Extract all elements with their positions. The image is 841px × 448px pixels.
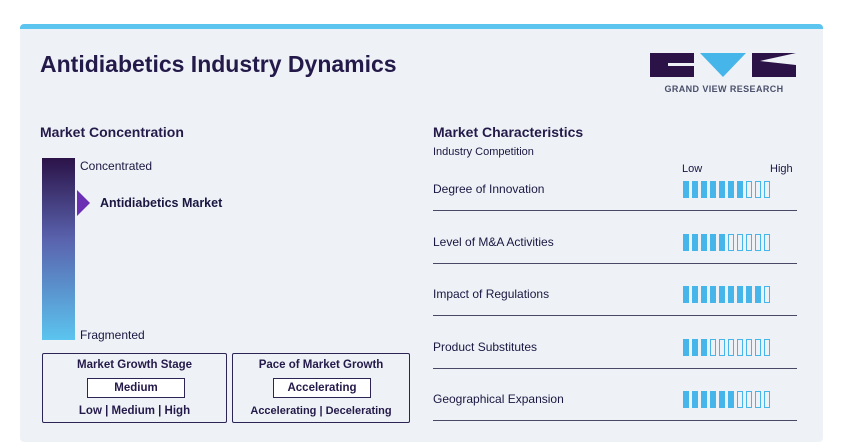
rating-segment-filled	[683, 181, 689, 198]
rating-segment-empty	[764, 338, 770, 356]
row-divider	[433, 315, 797, 316]
rating-segment-filled	[710, 286, 716, 303]
rating-segment-filled	[701, 233, 707, 251]
characteristic-label: Degree of Innovation	[433, 182, 545, 196]
rating-segment-empty	[755, 181, 761, 198]
grand-view-research-logo-icon	[650, 53, 796, 77]
characteristics-subtitle: Industry Competition	[433, 146, 534, 158]
rating-segment-empty	[764, 286, 770, 303]
growth-pace-options: Accelerating | Decelerating	[250, 405, 392, 417]
rating-segment-filled	[719, 233, 725, 251]
rating-segment-empty	[719, 338, 725, 356]
row-divider	[433, 210, 797, 211]
scale-low-label: Low	[682, 163, 703, 175]
growth-stage-box: Market Growth Stage Medium Low | Medium …	[42, 353, 227, 423]
rating-segment-empty	[737, 233, 743, 251]
scale-high-label: High	[770, 163, 793, 175]
rating-segment-filled	[710, 233, 716, 251]
dynamics-card: Antidiabetics Industry Dynamics GRAND VI…	[20, 24, 823, 442]
concentrated-label: Concentrated	[80, 159, 153, 173]
row-divider	[433, 367, 797, 369]
rating-segment-filled	[692, 286, 698, 303]
rating-segment-filled	[692, 233, 698, 251]
rating-segment-empty	[746, 338, 752, 356]
rating-segment-filled	[755, 286, 761, 303]
rating-segment-filled	[683, 286, 689, 303]
growth-stage-value: Medium	[87, 378, 185, 398]
rating-bars	[683, 391, 770, 408]
characteristic-label: Product Substitutes	[433, 339, 538, 354]
growth-stage-title: Market Growth Stage	[76, 359, 193, 371]
row-divider	[433, 420, 797, 421]
rating-segment-filled	[746, 286, 752, 303]
rating-bars	[683, 338, 770, 356]
rating-segment-filled	[737, 181, 743, 198]
rating-segment-filled	[701, 391, 707, 408]
characteristics-title: Market Characteristics	[433, 124, 584, 140]
rating-segment-filled	[683, 338, 689, 356]
concentration-gradient-bar	[42, 158, 75, 340]
rating-segment-filled	[701, 181, 707, 198]
growth-stage-options: Low | Medium | High	[78, 405, 191, 417]
rating-segment-filled	[719, 391, 725, 408]
rating-segment-empty	[737, 391, 743, 408]
rating-segment-filled	[710, 181, 716, 198]
rating-segment-empty	[737, 338, 743, 356]
rating-segment-empty	[710, 338, 716, 356]
market-marker-icon	[77, 190, 90, 216]
rating-segment-filled	[701, 338, 707, 356]
rating-segment-empty	[764, 233, 770, 251]
rating-segment-filled	[737, 286, 743, 303]
rating-segment-filled	[683, 391, 689, 408]
rating-segment-filled	[701, 286, 707, 303]
rating-segment-empty	[755, 391, 761, 408]
rating-segment-filled	[683, 233, 689, 251]
rating-segment-empty	[728, 233, 734, 251]
rating-segment-empty	[755, 338, 761, 356]
rating-segment-empty	[755, 233, 761, 251]
rating-segment-filled	[728, 181, 734, 198]
rating-bars	[683, 286, 770, 303]
rating-bars	[683, 233, 770, 251]
rating-segment-filled	[710, 391, 716, 408]
concentration-title: Market Concentration	[40, 124, 184, 140]
row-divider	[433, 262, 797, 264]
rating-bars	[683, 181, 770, 198]
rating-segment-empty	[746, 181, 752, 198]
rating-segment-filled	[692, 338, 698, 356]
rating-segment-filled	[728, 286, 734, 303]
rating-segment-filled	[719, 286, 725, 303]
characteristic-label: Geographical Expansion	[433, 392, 564, 406]
growth-pace-value: Accelerating	[273, 378, 371, 398]
fragmented-label: Fragmented	[80, 328, 145, 342]
characteristic-label: Level of M&A Activities	[433, 234, 554, 249]
rating-segment-filled	[692, 181, 698, 198]
rating-segment-empty	[728, 338, 734, 356]
rating-segment-filled	[692, 391, 698, 408]
page-title: Antidiabetics Industry Dynamics	[40, 51, 397, 77]
rating-segment-empty	[746, 233, 752, 251]
rating-segment-empty	[764, 181, 770, 198]
rating-segment-empty	[764, 391, 770, 408]
rating-segment-filled	[728, 391, 734, 408]
rating-segment-empty	[746, 391, 752, 408]
growth-pace-box: Pace of Market Growth Accelerating Accel…	[232, 353, 410, 423]
characteristic-label: Impact of Regulations	[433, 287, 550, 301]
market-marker-label: Antidiabetics Market	[100, 196, 223, 210]
rating-segment-filled	[719, 181, 725, 198]
growth-pace-title: Pace of Market Growth	[258, 359, 384, 371]
logo-text: GRAND VIEW RESEARCH	[664, 84, 784, 94]
